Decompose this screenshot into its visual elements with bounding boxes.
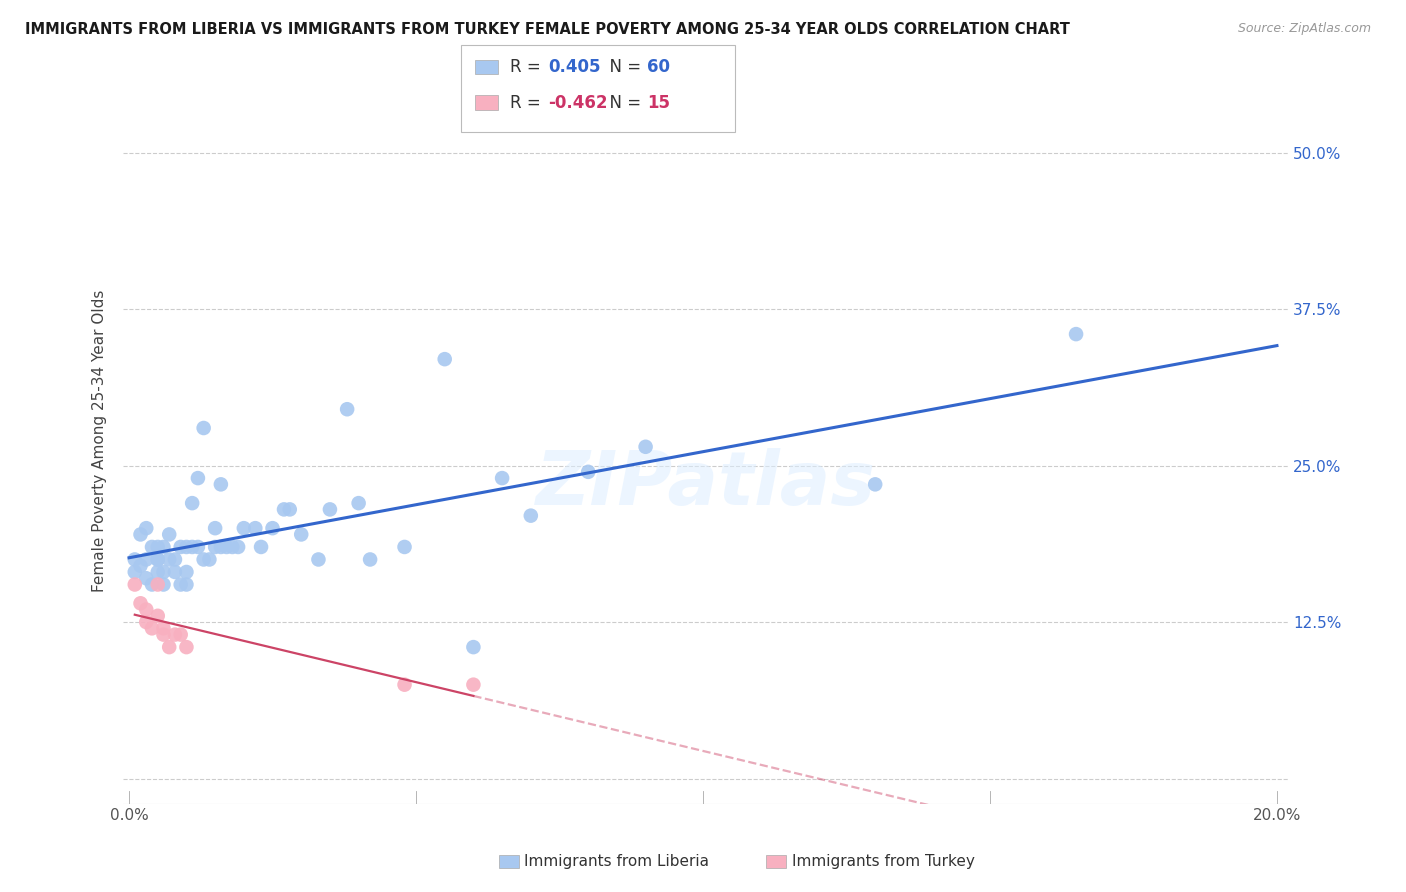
Point <box>176 540 198 554</box>
Point <box>129 558 152 573</box>
Point <box>273 502 295 516</box>
Point <box>152 565 174 579</box>
Point <box>146 540 169 554</box>
Point <box>129 527 152 541</box>
Point <box>215 540 238 554</box>
Point <box>359 552 381 566</box>
Point <box>163 552 186 566</box>
Text: 15: 15 <box>647 94 669 112</box>
Point <box>146 552 169 566</box>
Point <box>129 596 152 610</box>
Point <box>576 465 599 479</box>
Text: N =: N = <box>599 58 647 76</box>
Point <box>520 508 543 523</box>
Point <box>176 577 198 591</box>
Point <box>278 502 301 516</box>
Point <box>319 502 342 516</box>
Point <box>152 621 174 635</box>
Point <box>250 540 273 554</box>
Point <box>170 627 193 641</box>
Text: IMMIGRANTS FROM LIBERIA VS IMMIGRANTS FROM TURKEY FEMALE POVERTY AMONG 25-34 YEA: IMMIGRANTS FROM LIBERIA VS IMMIGRANTS FR… <box>25 22 1070 37</box>
Point <box>146 608 169 623</box>
Point <box>198 552 221 566</box>
Point <box>226 540 249 554</box>
Point <box>124 565 146 579</box>
Text: N =: N = <box>599 94 647 112</box>
Point <box>187 471 209 485</box>
Point <box>290 527 312 541</box>
Point <box>463 640 485 654</box>
Point <box>170 577 193 591</box>
Point <box>193 421 215 435</box>
Point <box>170 540 193 554</box>
Point <box>307 552 329 566</box>
Text: R =: R = <box>510 94 547 112</box>
Point <box>187 540 209 554</box>
Point <box>262 521 284 535</box>
Point <box>135 552 157 566</box>
Text: R =: R = <box>510 58 547 76</box>
Point <box>491 471 513 485</box>
Point <box>146 577 169 591</box>
Point <box>135 521 157 535</box>
Point <box>176 640 198 654</box>
Point <box>157 527 180 541</box>
Point <box>141 540 163 554</box>
Point <box>634 440 657 454</box>
Point <box>163 627 186 641</box>
Point <box>146 552 169 566</box>
Point <box>394 678 416 692</box>
Point <box>863 477 886 491</box>
Point <box>181 496 204 510</box>
Text: Immigrants from Turkey: Immigrants from Turkey <box>792 855 974 869</box>
Point <box>1064 327 1087 342</box>
Text: Source: ZipAtlas.com: Source: ZipAtlas.com <box>1237 22 1371 36</box>
Text: 60: 60 <box>647 58 669 76</box>
Point <box>135 602 157 616</box>
Point <box>152 577 174 591</box>
Point <box>204 521 226 535</box>
Text: -0.462: -0.462 <box>548 94 607 112</box>
Text: 0.405: 0.405 <box>548 58 600 76</box>
Y-axis label: Female Poverty Among 25-34 Year Olds: Female Poverty Among 25-34 Year Olds <box>93 289 107 591</box>
Point <box>157 552 180 566</box>
Point <box>232 521 254 535</box>
Point <box>124 577 146 591</box>
Point <box>347 496 370 510</box>
Text: ZIPatlas: ZIPatlas <box>536 448 876 521</box>
Point <box>157 640 180 654</box>
Point <box>204 540 226 554</box>
Point <box>135 615 157 629</box>
Text: Immigrants from Liberia: Immigrants from Liberia <box>524 855 710 869</box>
Point <box>135 571 157 585</box>
Point <box>146 565 169 579</box>
Point <box>124 552 146 566</box>
Point <box>141 577 163 591</box>
Point <box>152 627 174 641</box>
Point <box>209 477 232 491</box>
Point <box>176 565 198 579</box>
Point <box>221 540 243 554</box>
Point <box>141 621 163 635</box>
Point <box>463 678 485 692</box>
Point <box>181 540 204 554</box>
Point <box>394 540 416 554</box>
Point <box>336 402 359 417</box>
Point <box>152 540 174 554</box>
Point <box>433 352 456 367</box>
Point <box>245 521 267 535</box>
Point <box>209 540 232 554</box>
Point <box>193 552 215 566</box>
Point <box>163 565 186 579</box>
